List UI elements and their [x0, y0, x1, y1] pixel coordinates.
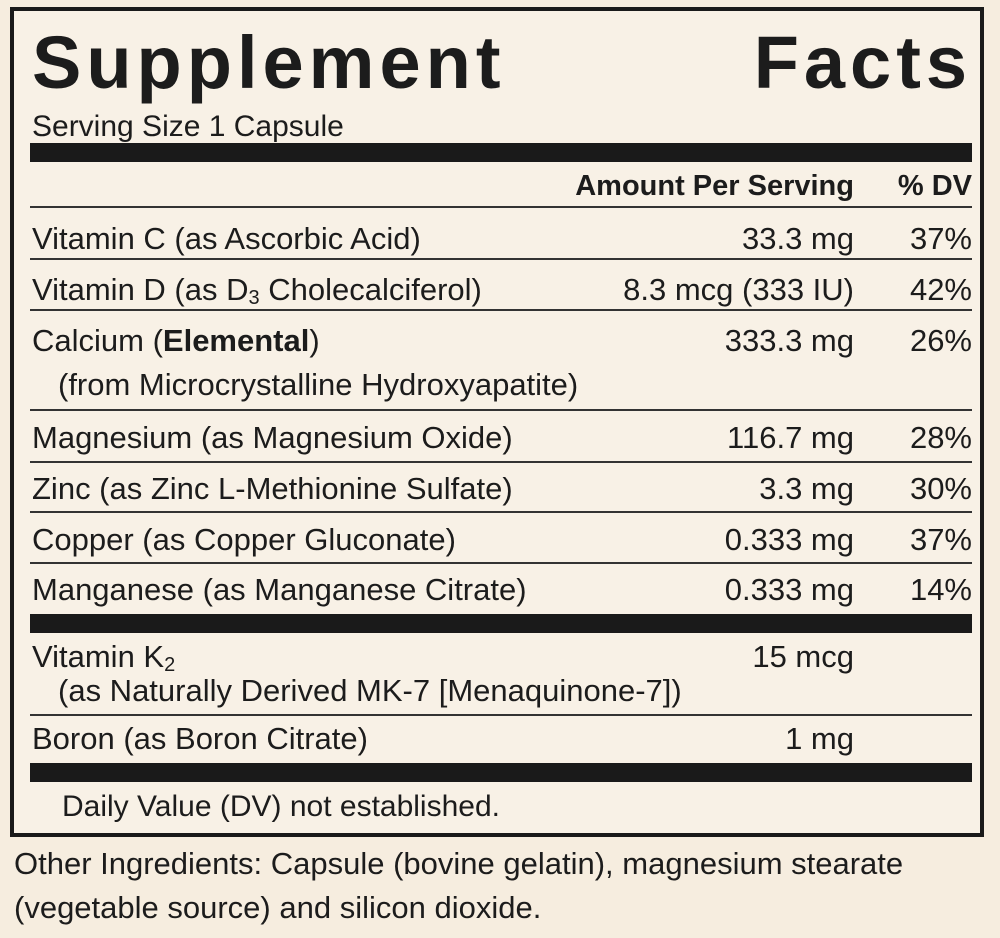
header-dv: % DV — [897, 170, 972, 202]
nutrient-name: Vitamin D (as D3 Cholecalciferol) — [32, 270, 482, 310]
rule — [30, 511, 972, 513]
daily-value: 37% — [909, 522, 972, 557]
nutrient-name: Magnesium (as Magnesium Oxide) — [32, 418, 513, 458]
daily-value: 42% — [909, 272, 972, 307]
daily-value: 37% — [909, 221, 972, 256]
nutrient-name: Boron (as Boron Citrate) — [32, 719, 368, 759]
text: Manganese (as Manganese Citrate) — [32, 572, 527, 607]
rule — [30, 143, 972, 162]
amount: 116.7 mg — [727, 420, 854, 455]
nutrient-name: Copper (as Copper Gluconate) — [32, 520, 456, 560]
daily-value: 26% — [909, 323, 972, 358]
amount: 33.3 mg — [741, 221, 854, 256]
rule — [30, 461, 972, 463]
amount: 0.333 mg — [724, 572, 854, 607]
rule — [30, 562, 972, 564]
nutrient-name: Vitamin C (as Ascorbic Acid) — [32, 219, 421, 259]
nutrient-name: Zinc (as Zinc L-Methionine Sulfate) — [32, 469, 513, 509]
bold-text: Elemental — [162, 323, 310, 358]
nutrient-name: Manganese (as Manganese Citrate) — [32, 570, 527, 610]
text: Copper (as Copper Gluconate) — [32, 522, 456, 557]
title-word: Supplement — [32, 21, 506, 104]
nutrient-name: Calcium (Elemental) — [32, 321, 320, 361]
text: Zinc (as Zinc L-Methionine Sulfate) — [32, 471, 513, 506]
rule — [30, 409, 972, 411]
amount: 3.3 mg — [759, 471, 854, 506]
other-ingredients: Other Ingredients: Capsule (bovine gelat… — [14, 846, 904, 925]
amount: 8.3 mcg (333 IU) — [623, 272, 854, 307]
nutrient-name: Vitamin K2 — [32, 637, 175, 677]
text: Cholecalciferol) — [259, 272, 482, 307]
rule — [30, 258, 972, 260]
rule — [30, 714, 972, 716]
rule — [30, 309, 972, 311]
serving-size: Serving Size 1 Capsule — [32, 110, 344, 143]
text: Vitamin C (as Ascorbic Acid) — [32, 221, 421, 256]
header-amount: Amount Per Serving — [575, 170, 854, 202]
subscript: 3 — [248, 287, 260, 309]
text: Vitamin D (as D — [32, 272, 249, 307]
amount: 15 mcg — [752, 639, 854, 674]
amount: 1 mg — [785, 721, 854, 756]
nutrient-detail: (as Naturally Derived MK-7 [Menaquinone-… — [58, 673, 682, 708]
facts-panel: Supplement Facts Serving Size 1 Capsule … — [10, 7, 984, 837]
daily-value: 14% — [909, 572, 972, 607]
text: Boron (as Boron Citrate) — [32, 721, 368, 756]
daily-value: 30% — [909, 471, 972, 506]
subscript: 2 — [164, 654, 176, 676]
title-word: Facts — [753, 21, 972, 104]
daily-value: 28% — [909, 420, 972, 455]
text: Vitamin K — [32, 639, 165, 674]
nutrient-detail: (from Microcrystalline Hydroxyapatite) — [58, 367, 579, 402]
footnote: Daily Value (DV) not established. — [62, 790, 500, 823]
text: ) — [309, 323, 320, 358]
title: Supplement Facts — [32, 21, 972, 105]
rule — [30, 614, 972, 633]
rule — [30, 763, 972, 782]
text: Calcium ( — [32, 323, 163, 358]
amount: 333.3 mg — [724, 323, 854, 358]
amount: 0.333 mg — [724, 522, 854, 557]
rule — [30, 206, 972, 208]
text: Magnesium (as Magnesium Oxide) — [32, 420, 513, 455]
